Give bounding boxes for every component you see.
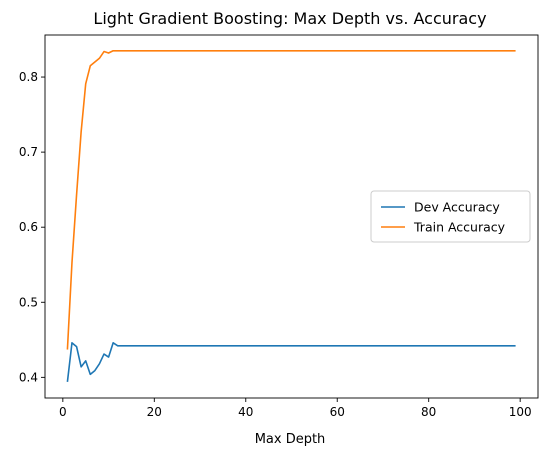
axes-spines xyxy=(44,34,539,399)
x-tick-label: 40 xyxy=(238,405,253,419)
y-tick-label: 0.6 xyxy=(19,220,38,234)
y-axis-ticks: 0.4 0.5 0.6 0.7 0.8 xyxy=(19,70,45,384)
axes-frame xyxy=(44,34,539,399)
plot-lines xyxy=(66,49,516,382)
y-tick-label: 0.5 xyxy=(19,295,38,309)
series-line-train-accuracy xyxy=(66,49,516,350)
legend-label: Dev Accuracy xyxy=(414,200,500,215)
chart-title: Light Gradient Boosting: Max Depth vs. A… xyxy=(93,9,486,28)
y-tick-label: 0.7 xyxy=(19,145,38,159)
x-tick-label: 0 xyxy=(59,405,67,419)
legend-box xyxy=(370,190,531,243)
x-axis-label: Max Depth xyxy=(255,432,326,447)
y-tick-label: 0.8 xyxy=(19,70,38,84)
x-axis-ticks: 0 20 40 60 80 100 xyxy=(59,398,532,419)
x-tick-label: 100 xyxy=(509,405,532,419)
x-tick-label: 80 xyxy=(421,405,436,419)
legend-label: Train Accuracy xyxy=(413,220,506,235)
x-tick-label: 60 xyxy=(330,405,345,419)
legend: Dev Accuracy Train Accuracy xyxy=(370,190,531,243)
x-tick-label: 20 xyxy=(147,405,162,419)
y-tick-label: 0.4 xyxy=(19,370,38,384)
series-line-dev-accuracy xyxy=(66,342,516,382)
